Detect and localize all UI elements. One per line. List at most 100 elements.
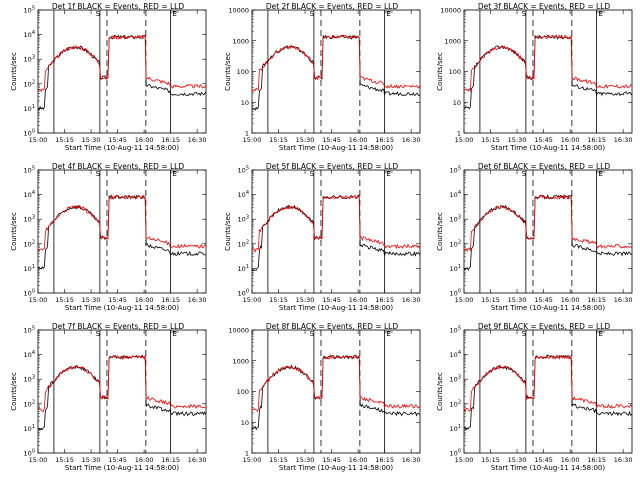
x-tick-label: 16:15 — [587, 456, 606, 464]
y-tick-label: 10 — [241, 419, 249, 427]
x-tick-label: 15:30 — [82, 296, 101, 304]
y-axis-label: Counts/sec — [224, 212, 232, 251]
plot-frame — [37, 329, 207, 454]
series-line-red-lld — [37, 194, 206, 252]
start-marker-letter: S — [310, 330, 315, 338]
start-marker-letter: S — [310, 10, 315, 18]
y-tick-label: 101 — [24, 424, 35, 433]
start-marker-letter: S — [522, 330, 527, 338]
y-tick-label: 10 — [453, 99, 461, 107]
plot-frame — [463, 9, 633, 134]
chart-panel-2: Det 2f BLACK = Events, RED = LLD 1 10 100 10… — [224, 2, 421, 152]
y-tick-label: 10 — [241, 99, 249, 107]
y-tick-label: 105 — [24, 6, 35, 15]
end-marker-letter: E — [598, 330, 602, 338]
x-tick-label: 15:45 — [322, 456, 341, 464]
y-tick-label: 1000 — [232, 37, 249, 45]
y-axis-label: Counts/sec — [10, 212, 18, 251]
y-tick-label: 102 — [24, 79, 35, 88]
y-tick-label: 1000 — [232, 357, 249, 365]
y-tick-label: 10000 — [228, 327, 249, 335]
y-tick-label: 105 — [24, 166, 35, 175]
x-tick-label: 16:00 — [135, 456, 154, 464]
chart-panel-6: Det 6f BLACK = Events, RED = LLD 100 101 10… — [436, 162, 633, 312]
chart-title: Det 1f BLACK = Events, RED = LLD — [52, 2, 185, 11]
series-line-red-lld — [463, 194, 632, 252]
x-tick-label: 15:00 — [243, 136, 262, 144]
series-line-black-events — [463, 354, 632, 431]
x-tick-label: 16:30 — [402, 296, 421, 304]
y-tick-label: 1 — [457, 130, 461, 138]
series-line-red-lld — [37, 34, 206, 93]
y-tick-label: 100 — [449, 68, 461, 76]
end-marker-letter: E — [386, 330, 390, 338]
x-tick-label: 16:00 — [135, 136, 154, 144]
x-tick-label: 16:30 — [188, 456, 207, 464]
series-line-black-events — [463, 194, 632, 271]
x-tick-label: 16:15 — [161, 136, 180, 144]
chart-title: Det 4f BLACK = Events, RED = LLD — [52, 162, 185, 171]
x-tick-label: 16:30 — [402, 136, 421, 144]
x-tick-label: 16:15 — [587, 136, 606, 144]
y-tick-label: 105 — [238, 166, 249, 175]
y-tick-label: 105 — [450, 326, 461, 335]
y-tick-label: 103 — [24, 215, 35, 224]
chart-panel-7: Det 7f BLACK = Events, RED = LLD 100 101 10… — [10, 322, 207, 472]
x-tick-label: 15:00 — [455, 136, 474, 144]
series-line-red-lld — [37, 354, 206, 413]
y-tick-label: 102 — [24, 239, 35, 248]
chart-panel-3: Det 3f BLACK = Events, RED = LLD 1 10 100 10… — [436, 2, 633, 152]
x-axis-label: Start Time (10-Aug-11 14:58:00) — [491, 144, 605, 152]
x-tick-label: 15:45 — [534, 136, 553, 144]
y-tick-label: 10000 — [440, 7, 461, 15]
y-tick-label: 100 — [450, 289, 461, 298]
x-axis-label: Start Time (10-Aug-11 14:58:00) — [65, 144, 179, 152]
x-tick-label: 15:00 — [29, 296, 48, 304]
x-tick-label: 15:45 — [322, 136, 341, 144]
start-marker-letter: S — [96, 10, 101, 18]
x-tick-label: 16:00 — [135, 296, 154, 304]
x-tick-label: 15:15 — [481, 136, 500, 144]
y-tick-label: 100 — [237, 68, 249, 76]
end-marker-letter: E — [598, 170, 602, 178]
series-line-black-events — [37, 34, 206, 111]
x-tick-label: 15:45 — [108, 136, 127, 144]
x-tick-label: 16:00 — [349, 456, 368, 464]
chart-panel-4: Det 4f BLACK = Events, RED = LLD 100 101 10… — [10, 162, 207, 312]
plot-frame — [37, 169, 207, 294]
start-marker-letter: S — [310, 170, 315, 178]
y-tick-label: 100 — [238, 289, 249, 298]
y-tick-label: 104 — [450, 350, 461, 359]
plot-frame — [251, 9, 421, 134]
y-tick-label: 1 — [245, 130, 249, 138]
chart-title: Det 9f BLACK = Events, RED = LLD — [478, 322, 611, 331]
x-tick-label: 16:00 — [561, 456, 580, 464]
x-tick-label: 16:30 — [188, 136, 207, 144]
plot-frame — [37, 9, 207, 134]
chart-panel-8: Det 8f BLACK = Events, RED = LLD 1 10 100 10… — [228, 322, 420, 472]
series-line-black-events — [463, 34, 632, 110]
chart-title: Det 3f BLACK = Events, RED = LLD — [478, 2, 611, 11]
y-tick-label: 100 — [24, 449, 35, 458]
y-tick-label: 100 — [24, 289, 35, 298]
x-tick-label: 15:00 — [243, 456, 262, 464]
x-tick-label: 15:00 — [243, 296, 262, 304]
x-tick-label: 15:15 — [55, 296, 74, 304]
x-axis-label: Start Time (10-Aug-11 14:58:00) — [279, 304, 393, 312]
y-tick-label: 104 — [24, 190, 35, 199]
series-line-red-lld — [463, 34, 632, 93]
y-tick-label: 102 — [238, 239, 249, 248]
y-tick-label: 103 — [24, 55, 35, 64]
x-tick-label: 16:30 — [614, 136, 633, 144]
x-tick-label: 15:15 — [269, 456, 288, 464]
y-tick-label: 104 — [24, 30, 35, 39]
x-tick-label: 15:45 — [534, 456, 553, 464]
x-tick-label: 15:00 — [29, 136, 48, 144]
x-tick-label: 16:15 — [587, 296, 606, 304]
x-tick-label: 15:30 — [508, 296, 527, 304]
y-tick-label: 103 — [238, 215, 249, 224]
x-axis-label: Start Time (10-Aug-11 14:58:00) — [491, 464, 605, 472]
x-tick-label: 15:15 — [269, 296, 288, 304]
x-tick-label: 16:15 — [375, 456, 394, 464]
x-tick-label: 15:00 — [455, 296, 474, 304]
